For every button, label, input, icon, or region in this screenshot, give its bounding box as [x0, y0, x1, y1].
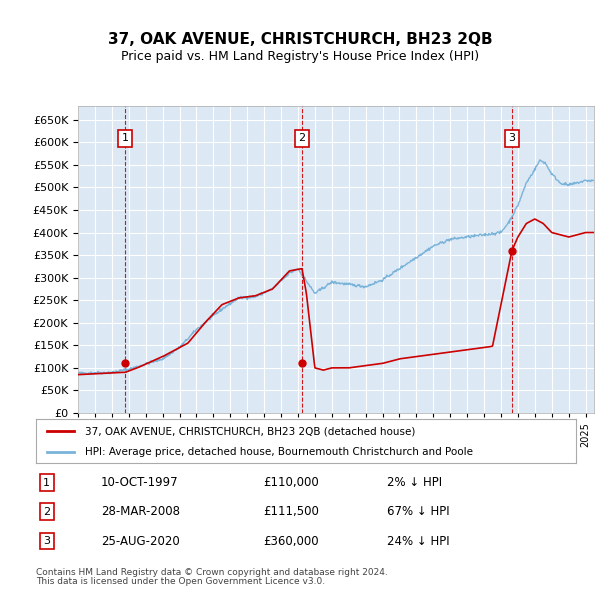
Text: 2: 2 — [298, 133, 305, 143]
Text: £360,000: £360,000 — [263, 535, 319, 548]
Text: £111,500: £111,500 — [263, 505, 319, 519]
Text: 24% ↓ HPI: 24% ↓ HPI — [387, 535, 449, 548]
Text: 3: 3 — [43, 536, 50, 546]
Text: 37, OAK AVENUE, CHRISTCHURCH, BH23 2QB: 37, OAK AVENUE, CHRISTCHURCH, BH23 2QB — [107, 32, 493, 47]
Text: 3: 3 — [508, 133, 515, 143]
Text: This data is licensed under the Open Government Licence v3.0.: This data is licensed under the Open Gov… — [36, 577, 325, 586]
Text: HPI: Average price, detached house, Bournemouth Christchurch and Poole: HPI: Average price, detached house, Bour… — [85, 447, 473, 457]
Text: 37, OAK AVENUE, CHRISTCHURCH, BH23 2QB (detached house): 37, OAK AVENUE, CHRISTCHURCH, BH23 2QB (… — [85, 427, 415, 436]
Text: 1: 1 — [122, 133, 128, 143]
Text: 25-AUG-2020: 25-AUG-2020 — [101, 535, 179, 548]
Text: Price paid vs. HM Land Registry's House Price Index (HPI): Price paid vs. HM Land Registry's House … — [121, 50, 479, 63]
Text: 67% ↓ HPI: 67% ↓ HPI — [387, 505, 449, 519]
Text: 28-MAR-2008: 28-MAR-2008 — [101, 505, 180, 519]
Text: 2% ↓ HPI: 2% ↓ HPI — [387, 476, 442, 489]
Text: Contains HM Land Registry data © Crown copyright and database right 2024.: Contains HM Land Registry data © Crown c… — [36, 568, 388, 576]
Text: £110,000: £110,000 — [263, 476, 319, 489]
Text: 1: 1 — [43, 477, 50, 487]
Text: 2: 2 — [43, 507, 50, 517]
Text: 10-OCT-1997: 10-OCT-1997 — [101, 476, 178, 489]
